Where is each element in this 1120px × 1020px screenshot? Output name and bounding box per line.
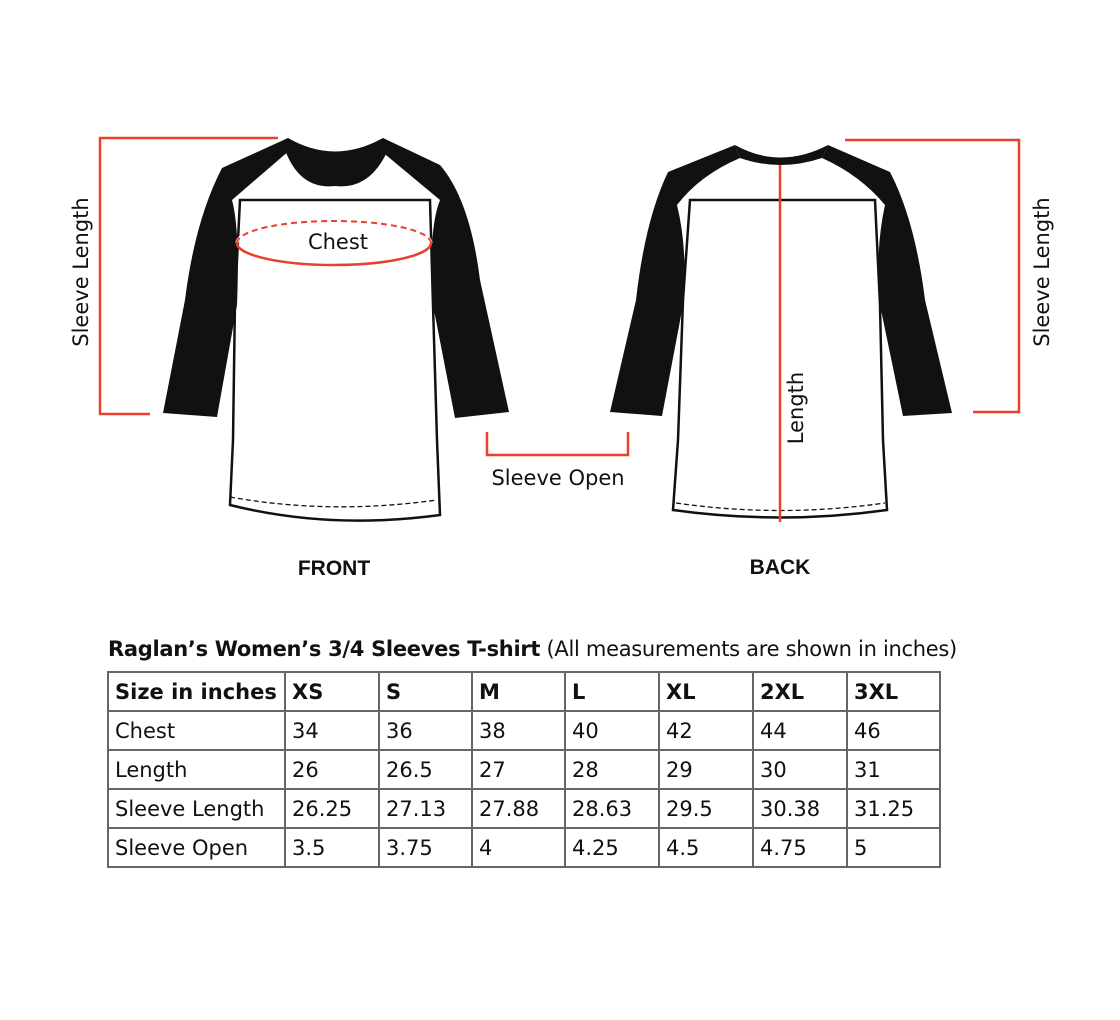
table-row: Length 26 26.5 27 28 29 30 31 <box>107 749 941 790</box>
header-cell: L <box>564 671 660 712</box>
row-label-cell: Length <box>107 749 286 790</box>
table-row: Chest 34 36 38 40 42 44 46 <box>107 710 941 751</box>
back-collar <box>735 145 828 165</box>
table-cell: 38 <box>471 710 566 751</box>
table-cell: 3.75 <box>378 827 473 868</box>
table-cell: 27.88 <box>471 788 566 829</box>
chest-label: Chest <box>308 230 368 254</box>
product-name: Raglan’s Women’s 3/4 Sleeves T-shirt <box>108 637 541 661</box>
table-header-row: Size in inches XS S M L XL 2XL 3XL <box>107 671 941 712</box>
table-cell: 44 <box>752 710 848 751</box>
table-cell: 4.5 <box>658 827 754 868</box>
header-cell: XL <box>658 671 754 712</box>
table-cell: 46 <box>846 710 941 751</box>
back-right-sleeve <box>822 145 952 416</box>
table-cell: 31.25 <box>846 788 941 829</box>
table-cell: 26.5 <box>378 749 473 790</box>
header-cell: S <box>378 671 473 712</box>
table-cell: 26.25 <box>284 788 380 829</box>
front-collar <box>285 138 388 187</box>
table-cell: 42 <box>658 710 754 751</box>
size-diagram: Chest Sleeve Length Sleeve Open Length S… <box>69 136 1054 580</box>
row-label-cell: Sleeve Open <box>107 827 286 868</box>
sleeve-open-bracket <box>485 432 630 457</box>
size-chart-title: Raglan’s Women’s 3/4 Sleeves T-shirt (Al… <box>108 637 957 661</box>
size-table: Size in inches XS S M L XL 2XL 3XL Chest… <box>107 671 941 868</box>
back-left-sleeve <box>610 145 740 416</box>
row-label-cell: Chest <box>107 710 286 751</box>
table-row: Sleeve Length 26.25 27.13 27.88 28.63 29.5 30.… <box>107 788 941 829</box>
table-cell: 30 <box>752 749 848 790</box>
front-hem-stitch <box>229 496 438 508</box>
back-shirt-illustration: Length <box>610 145 952 522</box>
sleeve-open-label: Sleeve Open <box>491 466 624 490</box>
header-cell: M <box>471 671 566 712</box>
back-sleeve-length-bracket <box>845 138 1021 414</box>
table-cell: 3.5 <box>284 827 380 868</box>
table-cell: 36 <box>378 710 473 751</box>
table-cell: 40 <box>564 710 660 751</box>
front-body <box>228 198 442 522</box>
table-cell: 29 <box>658 749 754 790</box>
measurement-note: (All measurements are shown in inches) <box>546 637 958 661</box>
table-cell: 29.5 <box>658 788 754 829</box>
table-cell: 28.63 <box>564 788 660 829</box>
table-cell: 34 <box>284 710 380 751</box>
length-label: Length <box>784 372 808 444</box>
row-label-cell: Sleeve Length <box>107 788 286 829</box>
front-label: FRONT <box>298 557 370 580</box>
table-cell: 4 <box>471 827 566 868</box>
table-cell: 5 <box>846 827 941 868</box>
header-cell: XS <box>284 671 380 712</box>
table-cell: 27 <box>471 749 566 790</box>
table-cell: 4.75 <box>752 827 848 868</box>
table-cell: 28 <box>564 749 660 790</box>
table-cell: 31 <box>846 749 941 790</box>
header-cell: Size in inches <box>107 671 286 712</box>
header-cell: 2XL <box>752 671 848 712</box>
table-cell: 27.13 <box>378 788 473 829</box>
table-cell: 30.38 <box>752 788 848 829</box>
back-sleeve-length-label: Sleeve Length <box>1030 197 1054 346</box>
front-left-sleeve <box>163 138 290 417</box>
front-shirt-illustration: Chest <box>163 138 509 522</box>
front-sleeve-length-bracket <box>98 136 278 416</box>
table-row: Sleeve Open 3.5 3.75 4 4.25 4.5 4.75 5 <box>107 827 941 868</box>
header-cell: 3XL <box>846 671 941 712</box>
table-cell: 4.25 <box>564 827 660 868</box>
table-cell: 26 <box>284 749 380 790</box>
back-label: BACK <box>750 556 811 579</box>
front-sleeve-length-label: Sleeve Length <box>69 197 93 346</box>
front-right-sleeve <box>380 138 509 418</box>
